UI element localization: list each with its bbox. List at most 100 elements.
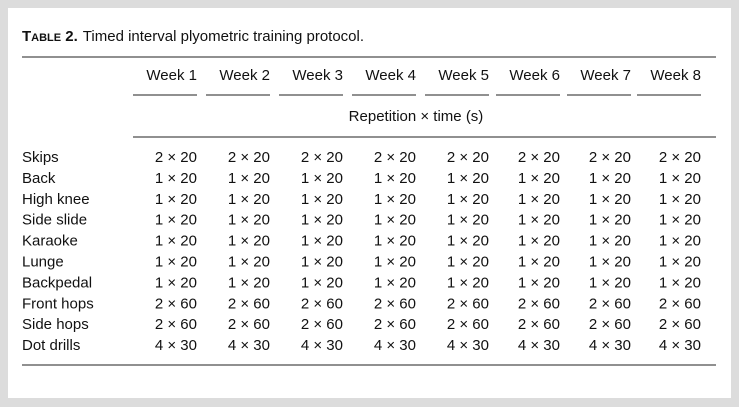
- cell: 2 × 60: [659, 316, 701, 333]
- cell: 1 × 20: [518, 170, 560, 187]
- cell: 1 × 20: [518, 233, 560, 250]
- cell: 2 × 60: [228, 316, 270, 333]
- column-header: Week 1: [146, 67, 197, 84]
- column-header: Week 6: [509, 67, 560, 84]
- cell: 1 × 20: [659, 170, 701, 187]
- cell: 1 × 20: [374, 253, 416, 270]
- cell: 2 × 20: [518, 149, 560, 166]
- row-label: Front hops: [22, 295, 94, 312]
- cell: 1 × 20: [155, 253, 197, 270]
- cell: 1 × 20: [301, 253, 343, 270]
- cell: 2 × 60: [447, 316, 489, 333]
- cell: 1 × 20: [518, 274, 560, 291]
- cell: 2 × 60: [518, 316, 560, 333]
- cell: 2 × 60: [301, 295, 343, 312]
- cell: 1 × 20: [301, 212, 343, 229]
- row-label: Backpedal: [22, 274, 92, 291]
- cell: 1 × 20: [447, 253, 489, 270]
- cell: 1 × 20: [374, 191, 416, 208]
- cell: 1 × 20: [659, 212, 701, 229]
- cell: 1 × 20: [589, 274, 631, 291]
- cell: 1 × 20: [589, 212, 631, 229]
- column-header: Week 8: [650, 67, 701, 84]
- cell: 1 × 20: [447, 212, 489, 229]
- cell: 2 × 60: [589, 295, 631, 312]
- cell: 2 × 60: [589, 316, 631, 333]
- subheader: Repetition × time (s): [349, 108, 484, 125]
- cell: 1 × 20: [447, 274, 489, 291]
- cell: 1 × 20: [374, 233, 416, 250]
- row-label: Dot drills: [22, 337, 80, 354]
- cell: 1 × 20: [518, 253, 560, 270]
- cell: 2 × 20: [447, 149, 489, 166]
- cell: 1 × 20: [589, 253, 631, 270]
- row-label: Skips: [22, 149, 59, 166]
- cell: 1 × 20: [374, 212, 416, 229]
- cell: 1 × 20: [228, 233, 270, 250]
- row-label: Karaoke: [22, 233, 78, 250]
- cell: 1 × 20: [447, 233, 489, 250]
- cell: 1 × 20: [155, 191, 197, 208]
- row-label: Back: [22, 170, 56, 187]
- cell: 4 × 30: [301, 337, 343, 354]
- cell: 1 × 20: [301, 233, 343, 250]
- cell: 1 × 20: [589, 191, 631, 208]
- cell: 2 × 60: [155, 316, 197, 333]
- cell: 1 × 20: [155, 212, 197, 229]
- cell: 1 × 20: [589, 233, 631, 250]
- cell: 4 × 30: [518, 337, 560, 354]
- cell: 2 × 60: [447, 295, 489, 312]
- row-label: Lunge: [22, 253, 64, 270]
- cell: 2 × 60: [155, 295, 197, 312]
- column-header: Week 2: [219, 67, 270, 84]
- cell: 1 × 20: [228, 212, 270, 229]
- cell: 4 × 30: [589, 337, 631, 354]
- cell: 2 × 20: [155, 149, 197, 166]
- cell: 1 × 20: [228, 191, 270, 208]
- column-header: Week 4: [365, 67, 416, 84]
- cell: 2 × 60: [374, 295, 416, 312]
- row-label: Side slide: [22, 212, 87, 229]
- panel: [8, 8, 731, 398]
- cell: 1 × 20: [518, 191, 560, 208]
- cell: 2 × 60: [518, 295, 560, 312]
- cell: 1 × 20: [659, 233, 701, 250]
- column-header: Week 7: [580, 67, 631, 84]
- row-label: High knee: [22, 191, 90, 208]
- cell: 1 × 20: [228, 274, 270, 291]
- table-label: Table 2.: [22, 28, 78, 45]
- cell: 2 × 20: [659, 149, 701, 166]
- cell: 1 × 20: [374, 274, 416, 291]
- cell: 1 × 20: [228, 253, 270, 270]
- cell: 1 × 20: [659, 191, 701, 208]
- cell: 1 × 20: [659, 274, 701, 291]
- cell: 1 × 20: [155, 233, 197, 250]
- cell: 1 × 20: [518, 212, 560, 229]
- cell: 1 × 20: [301, 170, 343, 187]
- cell: 1 × 20: [301, 191, 343, 208]
- cell: 2 × 20: [374, 149, 416, 166]
- row-label: Side hops: [22, 316, 89, 333]
- cell: 2 × 20: [301, 149, 343, 166]
- cell: 1 × 20: [301, 274, 343, 291]
- table-title: Table 2. Timed interval plyometric traini…: [22, 28, 364, 45]
- table-caption: Timed interval plyometric training proto…: [83, 28, 364, 45]
- cell: 4 × 30: [228, 337, 270, 354]
- column-header: Week 5: [438, 67, 489, 84]
- cell: 1 × 20: [374, 170, 416, 187]
- cell: 1 × 20: [659, 253, 701, 270]
- cell: 2 × 60: [228, 295, 270, 312]
- cell: 2 × 60: [374, 316, 416, 333]
- cell: 4 × 30: [659, 337, 701, 354]
- cell: 4 × 30: [374, 337, 416, 354]
- cell: 4 × 30: [447, 337, 489, 354]
- cell: 2 × 60: [301, 316, 343, 333]
- cell: 2 × 60: [659, 295, 701, 312]
- column-header: Week 3: [292, 67, 343, 84]
- cell: 1 × 20: [155, 170, 197, 187]
- cell: 2 × 20: [228, 149, 270, 166]
- cell: 1 × 20: [447, 191, 489, 208]
- cell: 1 × 20: [589, 170, 631, 187]
